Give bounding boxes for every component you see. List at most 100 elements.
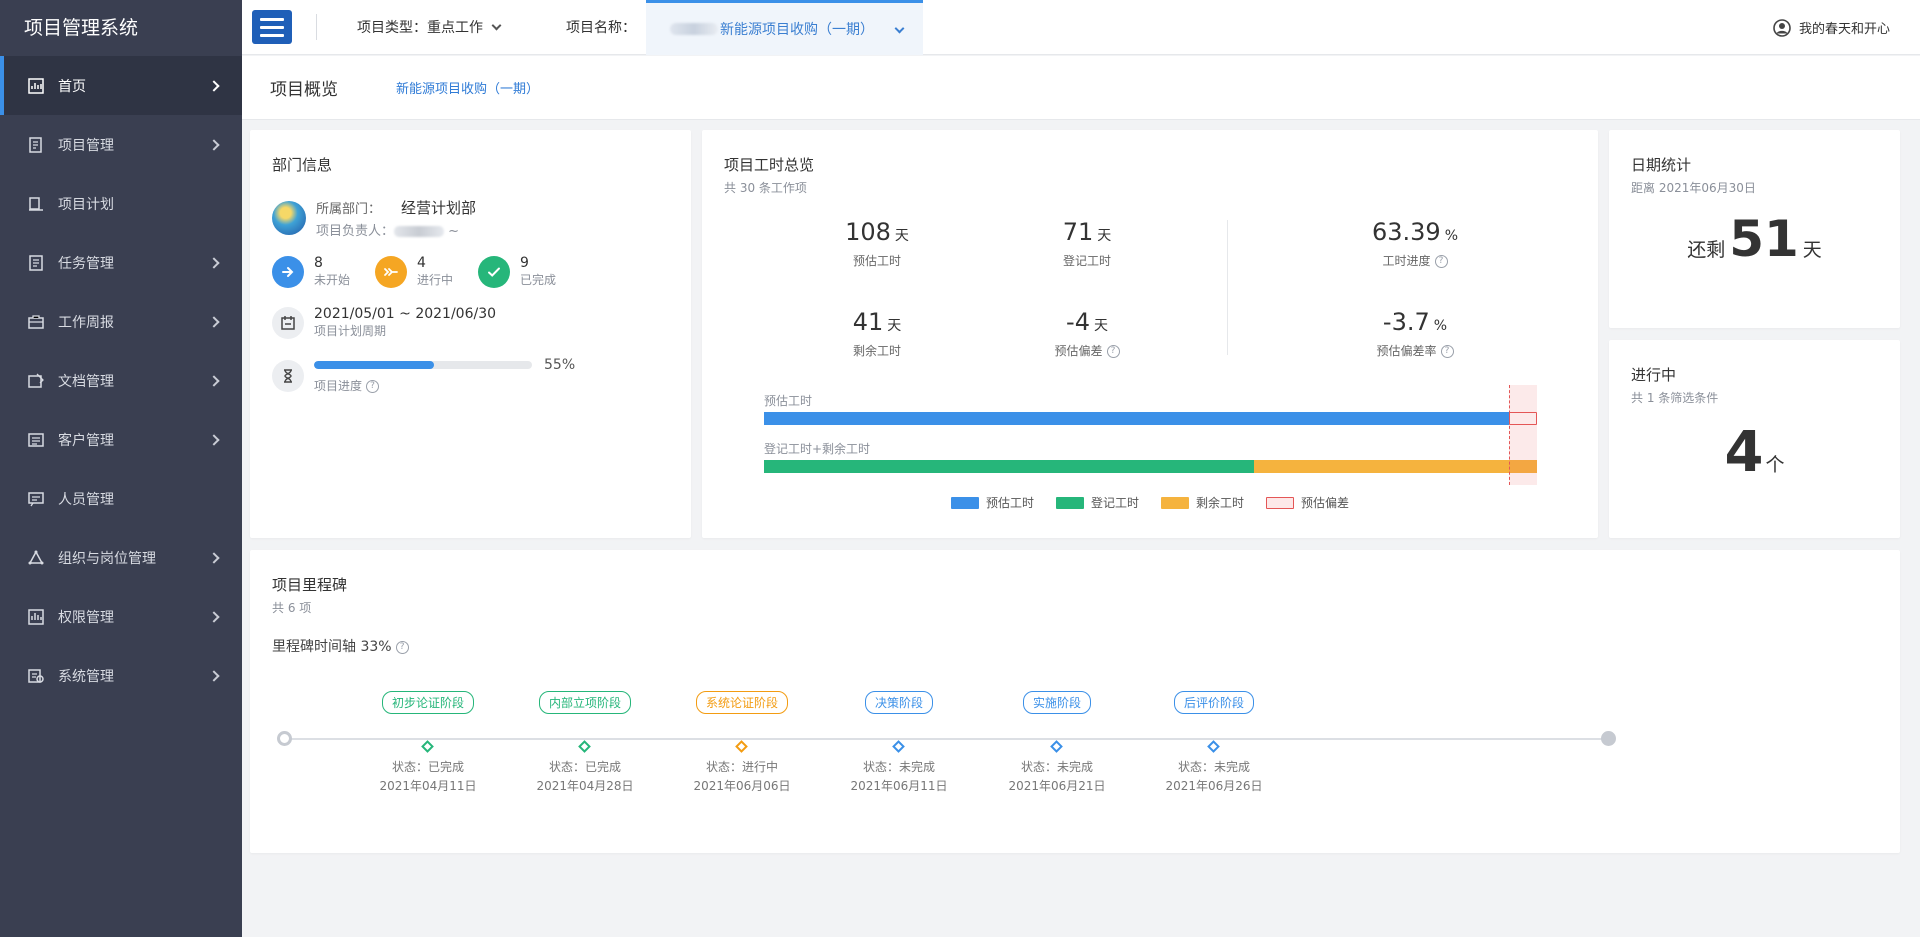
deviation-value: -4	[1066, 308, 1090, 336]
calendar-icon	[272, 306, 304, 339]
milestone-status: 状态：未完成	[1177, 760, 1250, 774]
document-icon	[27, 372, 45, 390]
sidebar-item-6[interactable]: 文档管理	[0, 351, 242, 410]
project-type-select[interactable]: 项目类型： 重点工作	[357, 17, 502, 37]
not-started-label: 未开始	[314, 273, 351, 287]
menu-toggle-button[interactable]	[252, 10, 292, 44]
progress-row: 55% 项目进度?	[272, 357, 669, 394]
sidebar-item-2[interactable]: 项目管理	[0, 115, 242, 174]
card-title: 进行中	[1631, 366, 1677, 384]
progress-value: 63.39	[1371, 218, 1441, 246]
legend-label: 预估工时	[985, 496, 1034, 510]
days-count: 51	[1729, 210, 1799, 268]
sidebar-item-label: 权限管理	[58, 609, 114, 626]
help-icon[interactable]: ?	[1434, 255, 1448, 268]
permission-icon	[27, 608, 45, 626]
help-icon[interactable]: ?	[395, 640, 409, 654]
count-unit: 个	[1765, 454, 1785, 476]
legend-item: 预估工时	[950, 494, 1034, 511]
metric-deviation-rate: -3.7% 预估偏差率?	[1340, 308, 1490, 359]
department-row: 所属部门： 经营计划部 项目负责人： ~	[272, 197, 669, 239]
legend-item: 剩余工时	[1161, 494, 1244, 511]
progress-label: 工时进度	[1382, 254, 1431, 268]
project-link[interactable]: 新能源项目收购（一期）	[396, 82, 540, 97]
days-unit: 天	[1802, 239, 1822, 261]
timeline-end-dot	[1601, 731, 1616, 746]
help-icon[interactable]: ?	[1106, 345, 1120, 358]
sidebar-item-11[interactable]: 系统管理	[0, 646, 242, 705]
department-avatar	[272, 201, 306, 235]
double-arrow-icon	[375, 255, 407, 288]
done-label: 已完成	[520, 273, 557, 287]
card-subtitle: 共 1 条筛选条件	[1631, 391, 1719, 405]
redacted-text	[394, 226, 445, 237]
department-value: 经营计划部	[401, 199, 477, 217]
sidebar-item-1[interactable]: 首页	[0, 56, 242, 115]
sidebar-menu: 首页 项目管理 项目计划任务管理工作周报文档管理客户管理人员管理组织与岗位管理 权限管…	[0, 56, 242, 705]
timeline-line	[283, 738, 1613, 740]
sidebar-item-label: 人员管理	[58, 491, 114, 508]
deviation-zone	[1509, 385, 1537, 485]
done-count: 9	[520, 255, 529, 271]
sidebar-item-8[interactable]: 人员管理	[0, 469, 242, 528]
dashboard-icon	[27, 77, 45, 95]
milestone-date: 2021年04月11日	[379, 779, 477, 793]
card-title: 项目里程碑	[272, 576, 348, 594]
card-subtitle: 共 30 条工作项	[724, 181, 807, 195]
sidebar-item-label: 组织与岗位管理	[58, 550, 156, 567]
progress-percent: 55%	[544, 357, 576, 373]
user-name: 我的春天和开心	[1798, 22, 1890, 37]
user-menu[interactable]: 我的春天和开心	[1773, 0, 1890, 55]
project-name-label: 项目名称：	[566, 20, 636, 36]
sidebar-item-label: 系统管理	[58, 668, 114, 685]
period-value: 2021/05/01 ~ 2021/06/30	[314, 306, 497, 322]
project-name-value: 新能源项目收购（一期）	[720, 21, 874, 38]
status-in-progress: 4 进行中	[375, 255, 478, 288]
metric-progress: 63.39% 工时进度?	[1340, 218, 1490, 269]
sidebar-item-label: 工作周报	[58, 314, 114, 331]
count-value: 4	[1724, 420, 1764, 485]
help-icon[interactable]: ?	[1440, 345, 1454, 358]
milestone-item[interactable]: 后评价阶段 状态：未完成 2021年06月26日	[1144, 691, 1284, 794]
task-status-row: 8 未开始 4 进行中 9 已完成	[272, 255, 669, 288]
divider	[316, 14, 317, 40]
milestone-item[interactable]: 决策阶段 状态：未完成 2021年06月11日	[829, 691, 969, 794]
check-icon	[478, 255, 510, 288]
period-label: 项目计划周期	[314, 324, 387, 338]
card-subtitle: 共 6 项	[272, 601, 312, 615]
milestone-item[interactable]: 内部立项阶段 状态：已完成 2021年04月28日	[515, 691, 655, 794]
in-progress-count: 4	[417, 255, 426, 271]
milestone-marker	[1050, 740, 1063, 753]
milestone-date: 2021年04月28日	[536, 779, 634, 793]
days-remaining: 还剩51 天	[1631, 210, 1878, 268]
milestone-item[interactable]: 实施阶段 状态：未完成 2021年06月21日	[987, 691, 1127, 794]
chevron-down-icon	[491, 20, 502, 30]
sidebar-item-7[interactable]: 客户管理	[0, 410, 242, 469]
sidebar-item-label: 任务管理	[58, 255, 114, 272]
sidebar-item-10[interactable]: 权限管理	[0, 587, 242, 646]
settings-icon	[27, 667, 45, 685]
milestone-tag: 系统论证阶段	[695, 691, 788, 714]
milestone-item[interactable]: 初步论证阶段 状态：已完成 2021年04月11日	[358, 691, 498, 794]
bar-estimated	[764, 412, 1537, 425]
milestone-tag: 内部立项阶段	[538, 691, 631, 714]
sidebar-item-5[interactable]: 工作周报	[0, 292, 242, 351]
bar-segment-logged	[764, 460, 1255, 473]
project-name-select[interactable]: 新能源项目收购（一期）	[646, 0, 923, 55]
sidebar-item-label: 文档管理	[58, 373, 114, 390]
date-stats-card: 日期统计 距离 2021年06月30日 还剩51 天	[1609, 130, 1900, 328]
milestone-status: 状态：未完成	[1020, 760, 1093, 774]
person-icon	[27, 490, 45, 508]
arrow-right-icon	[272, 255, 304, 288]
divider	[1227, 220, 1228, 355]
sidebar-item-4[interactable]: 任务管理	[0, 233, 242, 292]
timeline-start-dot	[277, 731, 292, 746]
help-icon[interactable]: ?	[366, 380, 380, 393]
sidebar-item-3[interactable]: 项目计划	[0, 174, 242, 233]
project-icon	[27, 136, 45, 154]
milestone-item[interactable]: 系统论证阶段 状态：进行中 2021年06月06日	[672, 691, 812, 794]
card-title: 日期统计	[1631, 156, 1692, 174]
sidebar-item-9[interactable]: 组织与岗位管理	[0, 528, 242, 587]
milestone-marker	[1207, 740, 1220, 753]
